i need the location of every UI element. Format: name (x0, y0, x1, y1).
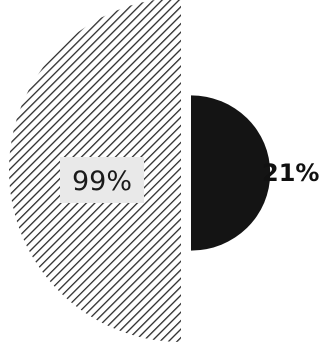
label-bg-99 (60, 157, 144, 203)
slice-label-21: 21% (262, 159, 319, 187)
slice-99: 99% (9, 0, 181, 342)
slice-label-99: 99% (72, 166, 132, 197)
pie-slice-21 (191, 95, 271, 251)
slice-21: 21% (191, 95, 319, 251)
